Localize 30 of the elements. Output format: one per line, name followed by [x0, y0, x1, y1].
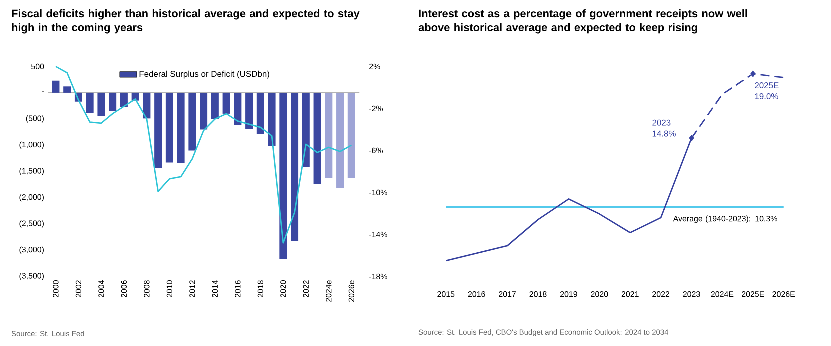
chart-title: Fiscal deficits higher than historical average and expected to stay high in the coming years: [12, 10, 360, 34]
bar: [177, 92, 185, 164]
bar: [268, 92, 276, 146]
bar: [336, 92, 344, 188]
bar: [314, 92, 322, 184]
bar: [64, 86, 72, 93]
bar: [166, 92, 174, 163]
bar: [222, 92, 230, 114]
bar: [234, 92, 242, 125]
annotation: 2025E 19.0%: [755, 82, 779, 100]
bar: [143, 92, 151, 119]
bar: [246, 92, 254, 130]
bar: [302, 92, 310, 167]
bar: [109, 92, 117, 112]
bar: [86, 92, 94, 114]
annotation: 2023 14.8%: [652, 120, 676, 137]
bar: [200, 92, 208, 130]
bar: [154, 92, 162, 168]
bar: [120, 92, 128, 108]
bar: [98, 92, 106, 116]
bar: [280, 92, 288, 260]
legend-label: Federal Surplus or Deficit (USDbn): [140, 70, 270, 79]
chart-title: Interest cost as a percentage of government receipts now well above historical average and expected to keep rising: [418, 10, 748, 34]
bar: [52, 80, 60, 93]
bar: [325, 92, 333, 179]
bar: [348, 92, 356, 179]
bar: [291, 92, 299, 241]
bar: [256, 92, 264, 134]
bar: [211, 92, 219, 120]
bar: [188, 92, 196, 151]
